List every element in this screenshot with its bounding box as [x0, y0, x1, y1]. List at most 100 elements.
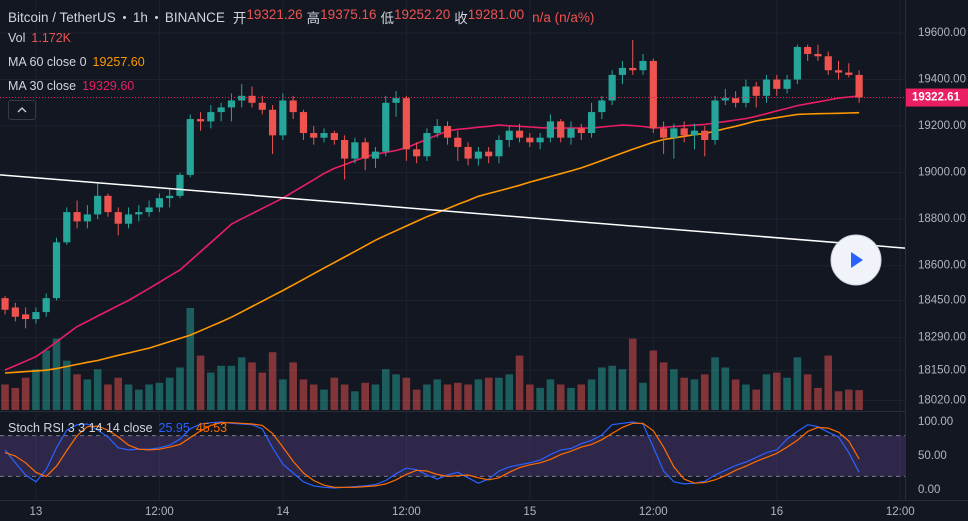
volume-bar: [268, 352, 277, 410]
volume-bar: [742, 384, 750, 410]
candle-body: [793, 46, 801, 80]
legend-value: 19257.60: [92, 55, 145, 69]
candle-body: [114, 212, 122, 224]
volume-bar: [618, 369, 627, 410]
candle-body: [474, 151, 482, 159]
candle-body: [217, 107, 225, 113]
candle-body: [804, 46, 812, 54]
volume-bar: [659, 362, 668, 410]
candle-body: [248, 95, 256, 103]
candle-body: [423, 133, 431, 157]
volume-bar: [556, 384, 565, 410]
candle-body: [351, 142, 359, 159]
volume-bar: [104, 384, 112, 410]
volume-bar: [52, 338, 61, 410]
volume-bar: [299, 379, 308, 410]
volume-bar: [567, 387, 575, 410]
volume-bar: [165, 377, 174, 410]
candle-body: [155, 198, 163, 208]
ohlc-name: 收: [454, 11, 468, 26]
volume-bar: [155, 382, 164, 410]
candle-body: [104, 195, 112, 213]
candle-body: [268, 109, 277, 136]
volume-bar: [515, 355, 524, 410]
volume-bar: [196, 355, 205, 410]
ohlc-name: 开: [232, 11, 247, 26]
play-button[interactable]: [830, 234, 882, 286]
volume-bar: [587, 379, 596, 410]
ma-legend: MA 30 close 19329.60: [8, 79, 134, 93]
symbol: Bitcoin / TetherUS: [8, 9, 116, 25]
volume-bar: [855, 390, 863, 410]
volume-bar: [783, 377, 791, 410]
volume-bar: [834, 391, 843, 410]
volume-bar: [803, 374, 812, 410]
volume-bar: [1, 384, 9, 410]
candle-body: [752, 86, 760, 96]
volume-bar: [227, 365, 236, 410]
collapse-button[interactable]: [8, 100, 36, 120]
candle-body: [52, 242, 61, 299]
candle-body: [834, 70, 843, 73]
legend-name: MA 60 close 0: [8, 55, 87, 69]
volume-bar: [649, 350, 658, 410]
x-tick-label: 13: [30, 506, 43, 518]
candle-body: [567, 128, 575, 138]
candle-body: [310, 133, 318, 138]
y-tick-label: 18600.00: [918, 260, 966, 272]
candle-body: [742, 86, 750, 103]
volume-bar: [340, 384, 349, 410]
candle-body: [598, 100, 606, 113]
volume-bar: [845, 389, 853, 410]
candle-body: [680, 128, 688, 136]
volume-bar: [639, 382, 647, 410]
x-tick-label: 16: [770, 506, 783, 518]
x-tick-label: 12:00: [886, 506, 915, 518]
volume-bar: [392, 374, 400, 410]
candle-body: [721, 98, 729, 101]
chevron-icon: [17, 107, 27, 113]
volume-bar: [762, 374, 771, 410]
candle-body: [279, 100, 287, 136]
ma-legend: MA 60 close 0 19257.60: [8, 55, 145, 69]
y-tick-label: 18800.00: [918, 213, 966, 225]
candle-body: [176, 174, 184, 196]
volume-bar: [114, 377, 123, 410]
volume-bar: [824, 355, 833, 410]
candle-body: [546, 121, 555, 138]
candle-body: [505, 130, 513, 140]
volume-bar: [700, 374, 709, 410]
candle-body: [63, 212, 71, 243]
trendline: [0, 174, 906, 249]
candle-body: [371, 151, 380, 159]
candle-body: [73, 212, 81, 222]
candle-body: [732, 98, 740, 103]
candle-body: [392, 98, 400, 103]
candle-body: [361, 142, 369, 159]
legend-value: 45.53: [195, 421, 228, 435]
volume-bar: [711, 357, 719, 410]
volume-bar: [145, 384, 153, 410]
candle-body: [670, 128, 678, 138]
candle-body: [227, 100, 236, 108]
ma-line: [4, 95, 860, 371]
volume-bar: [42, 350, 51, 410]
volume-bar: [330, 377, 339, 410]
ma-line: [4, 111, 860, 374]
candle-body: [639, 60, 647, 71]
volume-bar: [62, 360, 71, 410]
candle-body: [94, 195, 102, 215]
volume-legend: Vol 1.172K: [8, 31, 71, 45]
volume-bar: [289, 362, 297, 410]
volume-bar: [248, 362, 256, 410]
volume-bar: [495, 377, 503, 410]
volume-bar: [814, 387, 822, 410]
ohlc: 开 19321.26 高 19375.16 低 19252.20 收 19281.00: [233, 7, 528, 27]
x-tick-label: 14: [276, 506, 289, 518]
header: Bitcoin / TetherUS 1h BINANCE 开 19321.26 高…: [8, 7, 594, 27]
candle-body: [299, 112, 308, 134]
volume-bar: [690, 379, 699, 410]
volume-bar: [505, 374, 514, 410]
stoch-line: [4, 422, 860, 488]
